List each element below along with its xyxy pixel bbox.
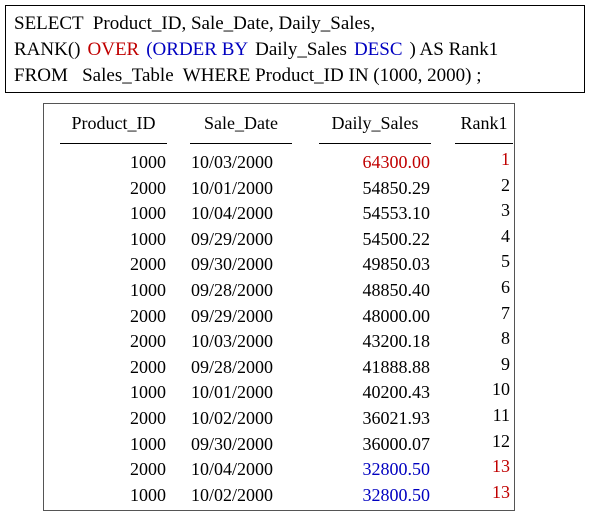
column-header: Product_ID xyxy=(71,113,156,133)
result-table: Product_ID Sale_Date Daily_Sales Rank1 1000 1… xyxy=(43,103,515,511)
sale-date: 10/02/2000 xyxy=(191,408,274,428)
sale-date: 10/04/2000 xyxy=(191,203,274,224)
header-underline xyxy=(319,143,431,144)
header-underline xyxy=(60,143,167,144)
header-underline xyxy=(455,143,513,144)
product-id: 2000 xyxy=(130,356,166,377)
rank: 12 xyxy=(492,430,510,451)
sale-date: 10/02/2000 xyxy=(191,484,274,505)
sale-date: 09/29/2000 xyxy=(191,305,274,326)
sale-date: 09/29/2000 xyxy=(191,228,274,249)
product-id: 2000 xyxy=(130,331,166,352)
sale-date: 10/01/2000 xyxy=(191,382,274,403)
sale-date: 09/30/2000 xyxy=(191,433,274,454)
rank: 4 xyxy=(501,225,510,246)
rank: 7 xyxy=(501,302,510,323)
query-token: SELECT Product_ID, Sale_Date, Daily_Sale… xyxy=(14,13,376,34)
sale-date: 09/30/2000 xyxy=(191,254,274,275)
query-token: (ORDER BY xyxy=(146,39,249,60)
sale-date: 10/03/2000 xyxy=(191,331,274,352)
product-id: 2000 xyxy=(130,177,166,198)
daily-sales: 49850.03 xyxy=(362,254,431,275)
query-line: FROM Sales_Table WHERE Product_ID IN (10… xyxy=(14,65,584,91)
rank: 11 xyxy=(492,405,510,425)
rank: 3 xyxy=(501,200,510,221)
product-id: 1000 xyxy=(130,484,166,505)
rank: 13 xyxy=(492,456,510,477)
query-token: ) AS Rank1 xyxy=(409,39,499,60)
daily-sales: 40200.43 xyxy=(362,382,431,403)
daily-sales: 48850.40 xyxy=(362,280,431,300)
daily-sales: 64300.00 xyxy=(362,152,431,172)
product-id: 1000 xyxy=(130,382,166,403)
query-line: SELECT Product_ID, Sale_Date, Daily_Sale… xyxy=(14,13,584,39)
column-header: Daily_Sales xyxy=(331,113,419,133)
sale-date: 09/28/2000 xyxy=(191,356,274,377)
product-id: 1000 xyxy=(130,280,166,300)
daily-sales: 32800.50 xyxy=(362,484,431,505)
query-token: Daily_Sales xyxy=(255,39,347,60)
header-underline xyxy=(190,143,292,144)
sale-date: 10/01/2000 xyxy=(191,177,274,198)
sale-date: 10/03/2000 xyxy=(191,152,274,172)
product-id: 1000 xyxy=(130,228,166,249)
rank: 1 xyxy=(501,149,510,169)
column-header: Sale_Date xyxy=(204,113,278,133)
sale-date: 10/04/2000 xyxy=(191,459,274,480)
rank: 2 xyxy=(501,174,510,195)
column-header: Rank1 xyxy=(460,113,508,133)
product-id: 1000 xyxy=(130,433,166,454)
product-id: 1000 xyxy=(130,152,166,172)
query-token: DESC xyxy=(353,39,403,60)
daily-sales: 32800.50 xyxy=(362,459,431,480)
query-token: OVER xyxy=(87,39,140,60)
daily-sales: 43200.18 xyxy=(362,331,431,352)
sql-query: SELECT Product_ID, Sale_Date, Daily_Sale… xyxy=(5,5,585,93)
daily-sales: 54850.29 xyxy=(362,177,431,198)
daily-sales: 41888.88 xyxy=(362,356,431,377)
product-id: 2000 xyxy=(130,254,166,275)
product-id: 2000 xyxy=(130,459,166,480)
product-id: 2000 xyxy=(130,408,166,428)
query-token: FROM Sales_Table WHERE Product_ID IN (10… xyxy=(14,65,482,86)
rank: 6 xyxy=(501,277,510,297)
rank: 9 xyxy=(501,353,510,374)
daily-sales: 48000.00 xyxy=(362,305,431,326)
product-id: 1000 xyxy=(130,203,166,224)
daily-sales: 36021.93 xyxy=(362,408,431,428)
daily-sales: 54553.10 xyxy=(362,203,431,224)
rank: 8 xyxy=(501,328,510,349)
daily-sales: 36000.07 xyxy=(362,433,431,454)
daily-sales: 54500.22 xyxy=(362,228,431,249)
rank: 5 xyxy=(501,251,510,272)
product-id: 2000 xyxy=(130,305,166,326)
rank: 10 xyxy=(492,379,510,400)
query-token: RANK() xyxy=(14,39,81,60)
query-line: RANK() OVER (ORDER BY Daily_Sales DESC ) AS R… xyxy=(14,39,584,65)
sale-date: 09/28/2000 xyxy=(191,280,274,300)
rank: 13 xyxy=(492,481,510,502)
